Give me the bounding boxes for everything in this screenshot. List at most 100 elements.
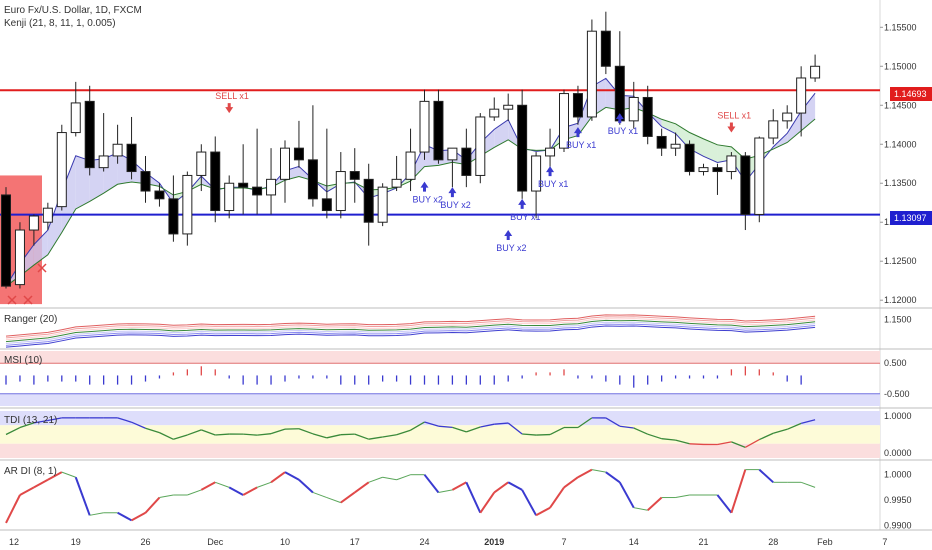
candle-body — [545, 147, 556, 157]
tdi-lower-zone — [0, 443, 880, 458]
candle-body — [475, 116, 486, 176]
tdi-segment — [396, 429, 411, 436]
candle-body — [280, 147, 290, 180]
x-tick-label: Feb — [817, 537, 833, 547]
tdi-segment — [549, 426, 565, 436]
ardi-segment — [716, 494, 733, 514]
tdi-segment — [215, 433, 230, 436]
candle-body — [335, 171, 346, 212]
buy-arrow — [518, 198, 527, 209]
tdi-segment — [452, 426, 467, 433]
ardi-segment — [187, 489, 202, 496]
y-tick-label: 1.15000 — [884, 61, 917, 71]
sell-arrow — [727, 122, 736, 133]
candle-body — [419, 100, 430, 153]
candle-body — [140, 171, 151, 192]
candle-body — [377, 186, 388, 223]
ardi-segment — [591, 469, 606, 473]
msi-legend: MSI (10) — [4, 355, 43, 366]
tdi-segment — [507, 422, 523, 435]
tdi-segment — [773, 428, 788, 434]
ardi-segment — [675, 494, 690, 499]
candle-body — [182, 174, 193, 235]
candle-body — [1, 194, 11, 287]
ardi-segment — [19, 486, 35, 496]
candle-body — [154, 190, 165, 200]
tdi-legend: TDI (13, 21) — [4, 415, 58, 426]
tdi-segment — [424, 421, 439, 427]
candle-body — [56, 132, 67, 208]
tdi-segment — [759, 432, 774, 441]
candle-body — [726, 155, 737, 173]
candle-body — [349, 171, 360, 180]
ardi-segment — [479, 491, 496, 514]
ardi-segment — [228, 486, 244, 496]
tdi-segment — [47, 417, 62, 422]
ardi-segment — [200, 481, 216, 491]
tdi-segment — [326, 434, 341, 439]
ardi-segment — [131, 511, 146, 522]
signal-label: SELL x1 — [215, 91, 249, 101]
msi-tick-label: 0.500 — [884, 358, 907, 368]
ranger-band — [5, 321, 816, 344]
tdi-segment — [494, 422, 509, 425]
ardi-segment — [730, 469, 747, 514]
candle-body — [252, 186, 263, 196]
ardi-segment — [354, 481, 370, 494]
ardi-segment — [312, 491, 328, 499]
x-tick-label: 24 — [419, 537, 429, 547]
symbol-title: Euro Fx/U.S. Dollar, 1D, FXCM — [4, 5, 142, 16]
signal-label: SELL x1 — [717, 111, 751, 121]
signal-label: BUY x1 — [608, 126, 638, 136]
y-tick-label: 1.12500 — [884, 256, 917, 266]
ranger-band — [5, 314, 816, 337]
tdi-segment — [270, 428, 286, 435]
buy-arrow — [615, 113, 624, 124]
sell-arrow — [225, 103, 234, 114]
x-tick-label: 2019 — [484, 537, 504, 547]
cloud-segment — [675, 123, 690, 149]
ardi-segment — [618, 481, 635, 509]
tdi-segment — [354, 433, 369, 440]
cloud-segment — [61, 155, 76, 233]
blue-price-tag: 1.13097 — [890, 211, 932, 225]
x-tick-label: 7 — [561, 537, 566, 547]
tdi-segment — [5, 426, 21, 436]
signal-label: BUY x1 — [510, 212, 540, 222]
signal-label: BUY x1 — [538, 179, 568, 189]
tdi-segment — [786, 422, 802, 430]
ardi-segment — [47, 471, 63, 481]
candle-body — [210, 151, 221, 212]
candle-body — [307, 159, 318, 200]
candle-body — [614, 65, 625, 122]
candle-body — [572, 93, 583, 118]
tdi-segment — [368, 436, 383, 440]
red-price-tag: 1.14693 — [890, 87, 932, 101]
y-tick-label: 1.13500 — [884, 178, 917, 188]
buy-arrow — [573, 127, 582, 138]
x-tick-label: 14 — [629, 537, 639, 547]
candle-body — [433, 100, 444, 161]
x-tick-label: 28 — [768, 537, 778, 547]
ranger-tick-label: 1.1500 — [884, 314, 912, 324]
ardi-tick-label: 0.9950 — [884, 495, 912, 505]
ardi-segment — [800, 481, 816, 488]
tdi-segment — [410, 421, 425, 431]
ardi-segment — [633, 507, 648, 511]
y-tick-label: 1.14000 — [884, 139, 917, 149]
ardi-segment — [61, 471, 76, 478]
ardi-segment — [340, 491, 356, 504]
tdi-segment — [298, 428, 314, 435]
candle-body — [642, 96, 653, 137]
cloud-segment — [75, 155, 90, 209]
tdi-segment — [257, 433, 272, 436]
x-tick-label: 10 — [280, 537, 290, 547]
candle-body — [754, 137, 765, 215]
tdi-segment — [145, 427, 160, 434]
cloud-segment — [787, 111, 802, 143]
ranger-band — [5, 318, 816, 341]
ardi-segment — [326, 497, 341, 504]
ardi-segment — [758, 468, 774, 484]
tdi-tick-label: 1.0000 — [884, 411, 912, 421]
